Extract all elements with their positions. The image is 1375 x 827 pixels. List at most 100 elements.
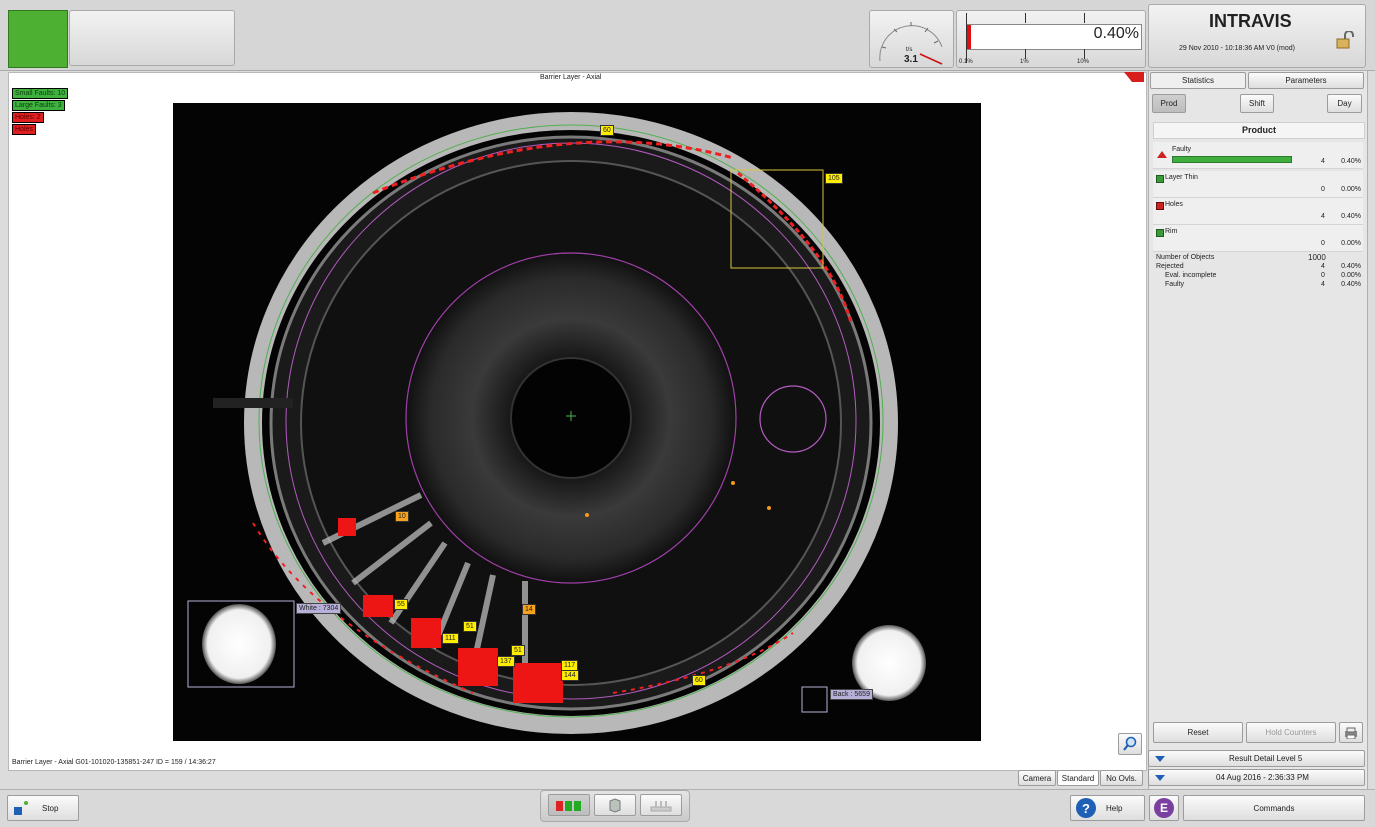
image-status-line: Barrier Layer - Axial G01-101020-135851-… [12,759,216,766]
summary-count: 4 [1321,281,1325,288]
stop-label: Stop [42,803,59,813]
marker-label: 51 [511,645,525,656]
status-indicator-green [8,10,68,68]
legend-holes: Holes: 2 [12,112,44,123]
marker-label: 55 [394,599,408,610]
cube-icon [609,798,621,813]
gauge-dial-icon [879,22,943,65]
marker-label: 10 [395,511,409,522]
white-level-label: White : 7304 [296,603,342,614]
legend-small-faults: Small Faults: 10 [12,88,69,99]
view-mode-machine[interactable] [640,794,682,816]
stat-row-rim[interactable]: Rim 0 0.00% [1153,225,1363,252]
summary-label: Rejected [1156,263,1184,270]
camera-image[interactable] [173,103,981,741]
green-dot-icon [24,801,28,805]
viewer-title: Barrier Layer - Axial [540,74,602,81]
summary-label: Number of Objects [1156,254,1215,261]
stat-count: 0 [1321,186,1325,193]
gauge-unit: t/s [906,47,913,53]
marker-label: 14 [522,604,536,615]
tick-line [1084,49,1085,59]
result-detail-label: Result Detail Level 5 [1229,754,1303,763]
stat-percent: 0.40% [1341,213,1361,220]
summary-count: 4 [1321,263,1325,270]
machine-icon [650,801,672,812]
print-button[interactable] [1339,722,1363,743]
stop-icon [14,807,22,815]
marker-label: 51 [463,621,477,632]
tab-standard[interactable]: Standard [1057,770,1099,786]
tick-label: 1% [1020,59,1029,65]
help-icon: ? [1076,798,1096,818]
tick-label: 10% [1077,59,1090,65]
colored-bars-icon [556,801,581,811]
stat-count: 4 [1321,213,1325,220]
day-button[interactable]: Day [1327,94,1362,113]
shift-button[interactable]: Shift [1240,94,1274,113]
stat-row-holes[interactable]: Holes 4 0.40% [1153,198,1363,225]
date-dropdown[interactable]: 04 Aug 2016 - 2:36:33 PM [1148,769,1365,786]
help-label: Help [1106,803,1123,813]
chevron-down-icon [1155,755,1165,762]
stat-percent: 0.00% [1341,240,1361,247]
result-detail-dropdown[interactable]: Result Detail Level 5 [1148,750,1365,767]
marker-label: 60 [600,125,614,136]
view-mode-preform[interactable] [594,794,636,816]
tick-line [1025,49,1026,59]
help-button[interactable]: ? Help [1070,795,1145,821]
summary-count: 0 [1321,272,1325,279]
tab-parameters[interactable]: Parameters [1248,72,1364,89]
stat-percent: 0.00% [1341,186,1361,193]
header-timestamp: 29 Nov 2010 - 10:18:36 AM V0 (mod) [1179,45,1295,52]
preform-inspection-image [187,112,926,734]
reject-rate-bar [966,24,1142,50]
summary-percent: 0.00% [1341,272,1361,279]
magnifier-icon [1123,736,1137,751]
faulty-progress-bar [1172,156,1292,163]
tab-camera[interactable]: Camera [1018,770,1056,786]
prod-button[interactable]: Prod [1152,94,1186,113]
tab-statistics[interactable]: Statistics [1150,72,1246,89]
corner-flag [1124,72,1144,82]
stat-count: 4 [1321,158,1325,165]
reject-rate-fill [967,25,971,49]
reset-button[interactable]: Reset [1153,722,1243,743]
summary-block: Number of Objects 1000 Rejected 4 0.40% … [1156,254,1361,290]
stat-row-faulty[interactable]: Faulty 4 0.40% [1153,142,1363,169]
marker-label: 60 [692,675,706,686]
legend-holes-2: Holes [12,124,36,135]
lock-icon[interactable] [1335,30,1355,51]
summary-label: Eval. incomplete [1165,272,1217,279]
commands-button[interactable]: Commands [1183,795,1365,821]
stat-label: Rim [1165,228,1178,235]
warning-triangle-icon [1157,151,1167,158]
throughput-gauge: t/s 3.1 [869,10,954,68]
marker-label: 137 [497,656,515,667]
stat-row-layer-thin[interactable]: Layer Thin 0 0.00% [1153,171,1363,198]
hold-counters-button[interactable]: Hold Counters [1246,722,1336,743]
legend-large-faults: Large Faults: 3 [12,100,65,111]
brand-name: INTRAVIS [1209,11,1292,31]
brand-panel: INTRAVIS 29 Nov 2010 - 10:18:36 AM V0 (m… [1148,4,1366,68]
printer-icon [1345,727,1357,739]
summary-label: Faulty [1165,281,1185,288]
zoom-button[interactable] [1118,733,1142,755]
summary-percent: 0.40% [1341,281,1361,288]
reject-rate-panel: 0.40% 0.1% 1% 10% [956,10,1146,68]
chevron-down-icon [1155,774,1165,781]
tick-label: 0.1% [959,59,973,65]
tick-line [1025,13,1026,23]
reject-rate-percent: 0.40% [1093,25,1139,42]
stop-button[interactable]: Stop [7,795,79,821]
stat-label: Holes [1165,201,1183,208]
rim-square-icon [1156,229,1164,237]
view-mode-results[interactable] [548,794,590,816]
gauge-value: 3.1 [904,54,918,65]
layer-thin-square-icon [1156,175,1164,183]
summary-count: 1000 [1308,253,1326,262]
e-button[interactable]: E [1149,795,1179,821]
tab-no-overlays[interactable]: No Ovls. [1100,770,1143,786]
holes-square-icon [1156,202,1164,210]
stat-percent: 0.40% [1341,158,1361,165]
